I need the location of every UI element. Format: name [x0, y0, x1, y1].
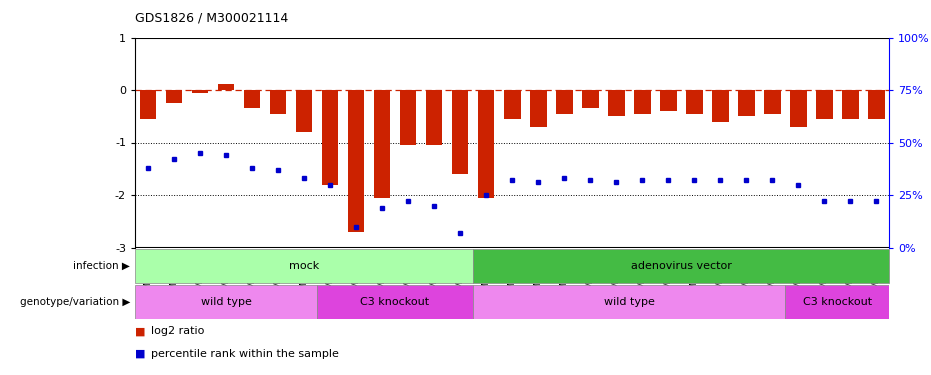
Bar — [425, 90, 442, 145]
Bar — [192, 90, 209, 93]
Bar — [140, 90, 156, 119]
Bar — [473, 249, 889, 283]
Bar — [478, 90, 494, 198]
Bar — [399, 90, 416, 145]
Bar — [218, 84, 235, 90]
Bar — [347, 90, 364, 232]
Text: C3 knockout: C3 knockout — [803, 297, 871, 307]
Bar — [842, 90, 858, 119]
Text: infection ▶: infection ▶ — [74, 261, 130, 271]
Bar — [373, 90, 390, 198]
Bar — [317, 285, 473, 319]
Text: mock: mock — [289, 261, 319, 271]
Text: ■: ■ — [135, 326, 145, 336]
Text: wild type: wild type — [603, 297, 654, 307]
Bar — [135, 285, 317, 319]
Bar — [504, 90, 520, 119]
Bar — [321, 90, 339, 184]
Text: wild type: wild type — [200, 297, 251, 307]
Bar — [785, 285, 889, 319]
Text: percentile rank within the sample: percentile rank within the sample — [151, 349, 339, 359]
Bar — [660, 90, 677, 111]
Text: GDS1826 / M300021114: GDS1826 / M300021114 — [135, 11, 289, 24]
Bar — [789, 90, 806, 127]
Text: ■: ■ — [135, 349, 145, 359]
Text: C3 knockout: C3 knockout — [360, 297, 429, 307]
Bar — [530, 90, 546, 127]
Bar — [816, 90, 832, 119]
Bar — [634, 90, 651, 114]
Bar — [270, 90, 287, 114]
Bar — [452, 90, 468, 174]
Bar — [711, 90, 729, 122]
Text: adenovirus vector: adenovirus vector — [630, 261, 732, 271]
Bar — [608, 90, 625, 116]
Bar — [737, 90, 754, 116]
Bar — [135, 249, 473, 283]
Bar — [473, 285, 785, 319]
Bar — [763, 90, 780, 114]
Bar — [295, 90, 313, 132]
Bar — [685, 90, 703, 114]
Bar — [166, 90, 182, 103]
Bar — [556, 90, 573, 114]
Text: genotype/variation ▶: genotype/variation ▶ — [20, 297, 130, 307]
Bar — [582, 90, 599, 108]
Text: log2 ratio: log2 ratio — [151, 326, 204, 336]
Bar — [244, 90, 261, 108]
Bar — [868, 90, 884, 119]
